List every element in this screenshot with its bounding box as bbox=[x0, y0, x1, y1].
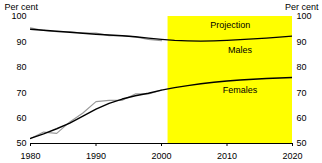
svg-text:60: 60 bbox=[16, 113, 26, 123]
svg-text:70: 70 bbox=[16, 88, 26, 98]
svg-text:2010: 2010 bbox=[217, 151, 237, 161]
svg-text:80: 80 bbox=[16, 62, 26, 72]
svg-text:50: 50 bbox=[297, 138, 307, 148]
svg-text:100: 100 bbox=[11, 11, 26, 21]
svg-text:70: 70 bbox=[297, 88, 307, 98]
svg-text:100: 100 bbox=[297, 11, 312, 21]
svg-text:Males: Males bbox=[228, 44, 253, 54]
svg-text:Per cent: Per cent bbox=[285, 2, 319, 12]
svg-text:2000: 2000 bbox=[151, 151, 171, 161]
svg-text:60: 60 bbox=[297, 113, 307, 123]
svg-text:90: 90 bbox=[16, 37, 26, 47]
svg-text:Per cent: Per cent bbox=[5, 2, 39, 12]
svg-text:90: 90 bbox=[297, 37, 307, 47]
svg-text:Females: Females bbox=[223, 85, 258, 95]
svg-text:1990: 1990 bbox=[86, 151, 106, 161]
svg-text:50: 50 bbox=[16, 138, 26, 148]
svg-text:Projection: Projection bbox=[210, 20, 250, 30]
svg-text:1980: 1980 bbox=[20, 151, 40, 161]
svg-text:80: 80 bbox=[297, 62, 307, 72]
svg-text:2020: 2020 bbox=[282, 151, 302, 161]
